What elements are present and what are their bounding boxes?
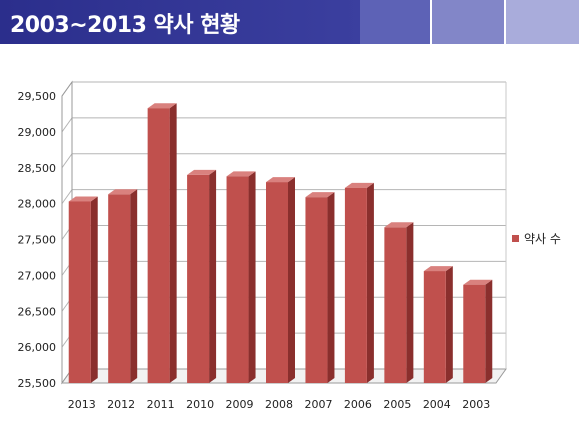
bar (463, 279, 493, 383)
x-tick-label: 2009 (226, 398, 254, 411)
bar (423, 266, 453, 383)
x-tick-label: 2005 (383, 398, 411, 411)
x-tick-label: 2011 (147, 398, 175, 411)
banner-segment-1 (360, 0, 430, 44)
bar (147, 103, 177, 383)
gridline (61, 153, 506, 169)
bar (108, 189, 138, 383)
page-title: 2003~2013 약사 현황 (10, 13, 240, 38)
gridline (61, 117, 506, 133)
y-tick-label: 26,000 (18, 341, 57, 354)
bar-top (384, 222, 414, 228)
bar-top (344, 182, 374, 188)
banner-dark-segment (0, 0, 360, 44)
bar-front (187, 174, 210, 383)
legend-swatch (512, 235, 519, 242)
bar-top (266, 177, 295, 183)
y-tick-label: 25,500 (18, 377, 57, 390)
bar (187, 169, 217, 383)
legend: 약사 수 (512, 231, 561, 246)
y-tick-label: 29,500 (18, 90, 57, 103)
bar-side (288, 177, 295, 383)
bar-top (108, 189, 138, 195)
gridline (61, 81, 506, 97)
bar-front (266, 182, 288, 383)
x-tick-label: 2004 (423, 398, 451, 411)
bar-front (463, 284, 486, 383)
labels-layer: 25,500 26,000 26,500 27,000 27,500 28,000 28,5… (18, 90, 491, 411)
bar-top (423, 266, 453, 272)
bar (344, 182, 374, 383)
bar-front (226, 176, 249, 383)
bar-top (147, 103, 177, 109)
y-tick-label: 28,500 (18, 162, 57, 175)
bar-side (445, 266, 453, 383)
banner-segment-2 (432, 0, 504, 44)
bar (68, 196, 98, 383)
bar-side (169, 103, 177, 383)
y-tick-label: 28,000 (18, 198, 57, 211)
x-tick-label: 2006 (344, 398, 372, 411)
bar-top (226, 171, 256, 177)
bar (384, 222, 414, 383)
bar (226, 171, 256, 383)
y-tick-label: 29,000 (18, 126, 57, 139)
bar-front (305, 197, 328, 383)
x-tick-label: 2012 (107, 398, 135, 411)
bar-side (327, 192, 335, 383)
y-tick-label: 26,500 (18, 305, 57, 318)
bar-front (384, 227, 407, 383)
x-tick-label: 2007 (304, 398, 332, 411)
bar (266, 177, 295, 383)
x-tick-label: 2010 (186, 398, 214, 411)
y-tick-label: 27,000 (18, 269, 57, 282)
bar-front (108, 194, 131, 383)
bar-front (147, 108, 170, 383)
x-tick-label: 2013 (68, 398, 96, 411)
banner-segment-3 (506, 0, 579, 44)
bar-top (68, 196, 98, 202)
x-tick-label: 2003 (462, 398, 490, 411)
bar-side (209, 169, 217, 383)
legend-label: 약사 수 (524, 231, 561, 246)
bar (305, 192, 335, 383)
bar-top (187, 169, 217, 175)
bar-chart: 25,500 26,000 26,500 27,000 27,500 28,000 28,5… (18, 80, 561, 411)
y-tick-label: 27,500 (18, 234, 57, 247)
bar-side (485, 279, 493, 383)
title-banner: 2003~2013 약사 현황 (0, 0, 579, 44)
bars-layer (68, 103, 493, 383)
x-tick-label: 2008 (265, 398, 293, 411)
bar-top (463, 279, 493, 285)
bar-side (248, 171, 256, 383)
bar-side (406, 222, 414, 383)
bar-side (130, 189, 138, 383)
bar-front (68, 201, 91, 383)
bar-side (366, 182, 374, 383)
bar-front (344, 187, 367, 383)
bar-side (90, 196, 98, 383)
bar-front (423, 271, 446, 383)
bar-top (305, 192, 335, 198)
